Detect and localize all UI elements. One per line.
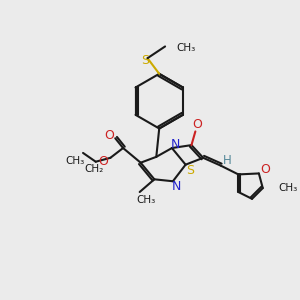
Text: CH₃: CH₃ (136, 195, 155, 205)
Text: O: O (260, 163, 270, 176)
Text: H: H (223, 154, 232, 167)
Text: CH₂: CH₂ (84, 164, 104, 174)
Text: N: N (171, 138, 181, 151)
Text: CH₃: CH₃ (66, 156, 85, 166)
Text: O: O (104, 129, 114, 142)
Text: S: S (142, 54, 149, 67)
Text: O: O (99, 155, 109, 168)
Text: CH₃: CH₃ (177, 44, 196, 53)
Text: CH₃: CH₃ (278, 183, 298, 193)
Text: O: O (192, 118, 202, 131)
Text: S: S (187, 164, 194, 177)
Text: N: N (172, 180, 182, 193)
